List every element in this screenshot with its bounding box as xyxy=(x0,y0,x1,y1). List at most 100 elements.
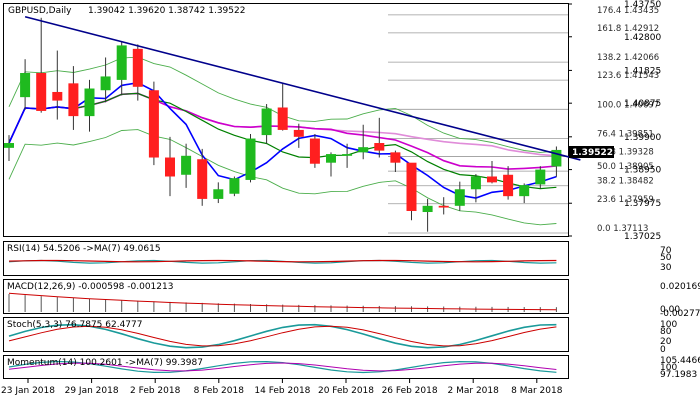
candle-body xyxy=(309,138,320,164)
date-label: 29 Jan 2018 xyxy=(65,386,119,396)
candle-body xyxy=(293,129,304,137)
candle-body xyxy=(245,138,256,180)
date-label: 20 Feb 2018 xyxy=(318,386,374,396)
candle-body xyxy=(374,143,385,151)
stoch-label: Stoch(5,3,3) 76.7875 62.4777 xyxy=(7,320,142,330)
trendline-layer xyxy=(24,15,581,161)
price-tick-label: 1.37975 xyxy=(624,199,661,209)
candle-body xyxy=(342,154,353,156)
price-tick-label: 1.39900 xyxy=(624,133,661,143)
blue-moving-average xyxy=(8,81,557,199)
price-axis: 1.43750 1.42800 1.41825 1.40875 1.39900 1.389… xyxy=(568,0,661,242)
candle-body xyxy=(4,143,14,148)
date-label: 8 Feb 2018 xyxy=(194,386,245,396)
candle-body xyxy=(116,45,127,80)
stoch-level-0: 0 xyxy=(660,345,666,355)
candle-body xyxy=(20,72,31,98)
candle-body xyxy=(213,189,224,199)
date-label: 23 Jan 2018 xyxy=(1,386,55,396)
fib-label-38.2: 38.2 1.38482 xyxy=(597,177,654,187)
fib-label-138.2: 138.2 1.42066 xyxy=(597,53,659,63)
stoch-level-20: 20 xyxy=(660,337,672,347)
candle-body xyxy=(390,152,401,163)
price-tick-label: 1.38950 xyxy=(624,166,661,176)
candle-body xyxy=(261,108,272,136)
candle-body xyxy=(503,174,514,197)
fib-label-176.4: 176.4 1.43435 xyxy=(597,6,659,16)
rsi-level-70: 70 xyxy=(660,246,672,256)
date-label: 8 Mar 2018 xyxy=(511,386,563,396)
indicator-panels: 7050300.0201690.00-0.00277210080200105.4… xyxy=(8,246,700,380)
date-label: 2 Mar 2018 xyxy=(448,386,500,396)
fib-label-61.8: 61.8 1.39328 xyxy=(597,148,654,158)
stoch-panel-frame xyxy=(3,317,569,352)
momentum-level-max: 105.4466 xyxy=(660,356,700,366)
candle-body xyxy=(229,178,240,194)
fib-label-123.6: 123.6 1.41543 xyxy=(597,71,659,81)
momentum-label: Momentum(14) 100.2601 ->MA(7) 99.3987 xyxy=(7,358,203,368)
date-label: 14 Feb 2018 xyxy=(254,386,310,396)
candle-body xyxy=(487,176,497,183)
price-tick-label: 1.43750 xyxy=(624,0,661,10)
price-tick-label: 1.42800 xyxy=(624,33,661,43)
price-tick-label: 1.40875 xyxy=(624,99,661,109)
candle-body xyxy=(358,147,369,153)
stoch-level-80: 80 xyxy=(660,327,672,337)
momentum-level-min: 97.1983 xyxy=(660,370,697,380)
fib-label-161.8: 161.8 1.42912 xyxy=(597,24,659,34)
date-axis: 23 Jan 2018 29 Jan 2018 2 Feb 2018 8 Feb 20… xyxy=(1,379,563,396)
rsi-ma-line xyxy=(8,259,557,263)
macd-level-zero: 0.00 xyxy=(660,305,680,315)
rsi-level-50: 50 xyxy=(660,253,672,263)
macd-panel-frame xyxy=(3,279,569,314)
candle-body xyxy=(470,176,481,190)
ohlc-readout: 1.39042 1.39620 1.38742 1.39522 xyxy=(88,6,245,16)
date-label: 26 Feb 2018 xyxy=(382,386,438,396)
candle-body xyxy=(326,154,336,163)
candlesticks xyxy=(4,17,562,232)
candle-body xyxy=(422,205,433,213)
candle-body xyxy=(148,90,159,158)
stoch-k-line xyxy=(8,323,557,349)
momentum-panel-frame xyxy=(3,355,569,379)
macd-level-max: 0.020169 xyxy=(660,282,700,292)
macd-label: MACD(12,26,9) -0.000598 -0.001213 xyxy=(7,282,173,292)
candle-body xyxy=(84,88,95,117)
fib-label-23.6: 23.6 1.37959 xyxy=(597,195,654,205)
stoch-d-line xyxy=(8,325,557,347)
stoch-level-100: 100 xyxy=(660,320,677,330)
candle-body xyxy=(519,185,530,197)
fibonacci-levels: 176.4 1.43435 161.8 1.42912 138.2 1.42066 1… xyxy=(388,6,659,234)
date-label: 2 Feb 2018 xyxy=(130,386,181,396)
macd-level-min: -0.002772 xyxy=(660,309,700,319)
rsi-level-30: 30 xyxy=(660,263,672,273)
green-moving-average xyxy=(8,92,557,190)
candle-body xyxy=(132,48,143,87)
momentum-level-100: 100 xyxy=(660,363,677,373)
candle-body xyxy=(165,157,175,177)
fib-label-76.4: 76.4 1.39851 xyxy=(597,130,654,140)
candle-body xyxy=(454,189,465,206)
last-price-label: 1.39522 xyxy=(572,148,613,158)
candle-body xyxy=(100,76,111,91)
candle-body xyxy=(68,83,79,117)
chart-title: GBPUSD,Daily xyxy=(8,6,72,16)
candle-body xyxy=(197,159,208,199)
descending-trendline xyxy=(24,15,581,161)
fib-label-50.0: 50.0 1.38905 xyxy=(597,162,654,172)
candle-body xyxy=(406,162,417,211)
candle-body xyxy=(277,107,288,130)
momentum-ma-line xyxy=(8,362,557,372)
price-tick-label: 1.41825 xyxy=(624,66,661,76)
candle-body xyxy=(535,169,546,185)
fib-label-0.0: 0.0 1.37113 xyxy=(597,224,648,234)
lower-channel-line xyxy=(8,129,557,226)
candle-body xyxy=(438,205,449,208)
candle-body xyxy=(551,149,562,167)
last-price-badge xyxy=(569,146,614,158)
rsi-label: RSI(14) 54.5206 ->MA(7) 49.0615 xyxy=(7,244,161,254)
rsi-panel-frame xyxy=(3,241,569,276)
fib-label-100.0: 100.0 1.40697 xyxy=(597,100,659,110)
